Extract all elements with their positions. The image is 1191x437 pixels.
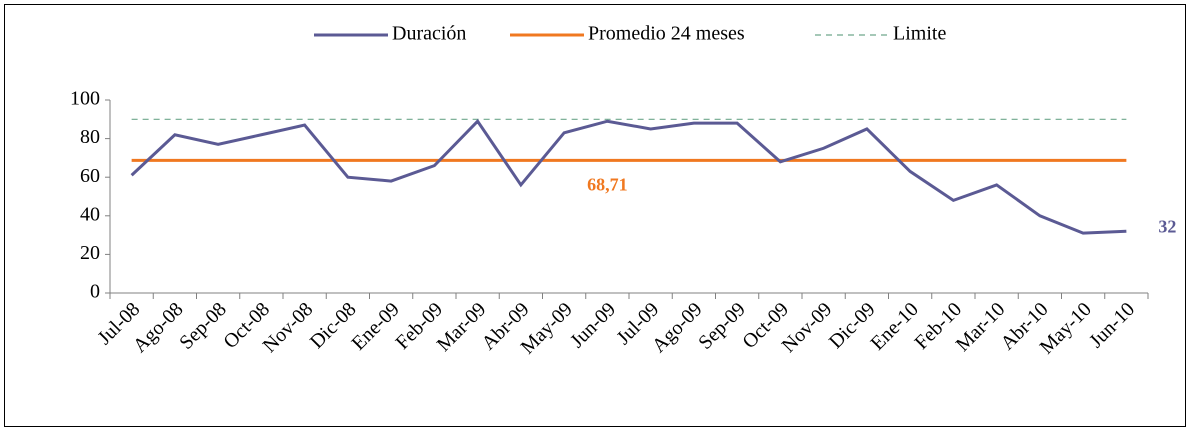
data-label: 32 xyxy=(1158,216,1176,236)
data-label: 68,71 xyxy=(587,175,628,195)
y-tick-label: 0 xyxy=(90,281,100,303)
y-tick-label: 20 xyxy=(80,242,100,264)
legend-label: Duración xyxy=(392,23,466,45)
legend-label: Promedio 24 meses xyxy=(588,23,745,45)
y-tick-label: 100 xyxy=(70,88,100,110)
y-tick-label: 80 xyxy=(80,126,100,148)
y-tick-label: 60 xyxy=(80,165,100,187)
legend-label: Limite xyxy=(893,23,946,45)
y-tick-label: 40 xyxy=(80,203,100,225)
series-line xyxy=(130,118,1127,235)
chart-border xyxy=(4,4,1186,427)
